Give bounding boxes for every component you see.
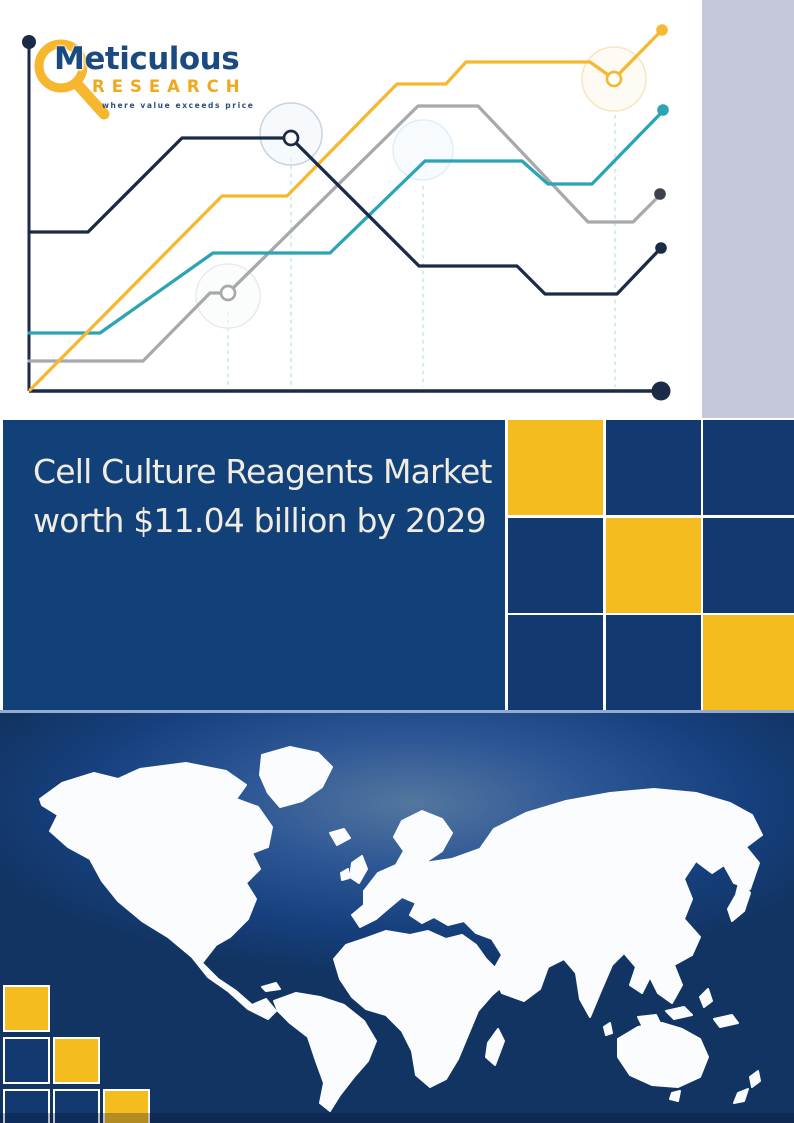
island-sri-lanka xyxy=(603,1022,613,1036)
stair-cell-navy xyxy=(3,1037,50,1084)
checker-cell-navy xyxy=(703,517,794,613)
lavender-accent-block xyxy=(702,0,794,418)
island-sumatra-java xyxy=(637,1014,661,1026)
title-line-1: Cell Culture Reagents Market xyxy=(33,452,492,491)
page-title: Cell Culture Reagents Market worth $11.0… xyxy=(33,447,492,545)
island-madagascar xyxy=(485,1028,505,1066)
x-axis-end-dot xyxy=(651,381,671,401)
checker-cell-navy xyxy=(508,517,603,613)
checker-cell-navy xyxy=(605,615,701,710)
continent-south-america xyxy=(273,992,377,1112)
island-cuba xyxy=(261,982,281,992)
island-philippines xyxy=(699,988,713,1008)
chart-line-navy xyxy=(27,136,663,296)
checker-cell-navy xyxy=(605,420,701,515)
continent-north-america xyxy=(39,762,277,1020)
continent-africa xyxy=(333,930,509,1088)
brand-name: Meticulous xyxy=(54,41,240,77)
checker-cell-gold xyxy=(703,615,794,710)
y-axis-origin-dot xyxy=(22,35,36,49)
stair-cell-navy xyxy=(3,1089,50,1123)
title-line-2: worth $11.04 billion by 2029 xyxy=(33,501,487,540)
magnifier-icon xyxy=(34,39,110,120)
stair-cell-gold xyxy=(103,1089,150,1123)
checker-cell-navy xyxy=(703,420,794,515)
end-dot-gold xyxy=(656,24,668,36)
checker-cell-gold xyxy=(508,420,603,515)
island-new-guinea xyxy=(713,1014,739,1028)
brand-subtitle: RESEARCH xyxy=(92,77,247,96)
checker-cell-gold xyxy=(605,517,701,613)
stair-cell-gold xyxy=(53,1037,100,1084)
island-new-zealand-north xyxy=(749,1070,761,1088)
brand-logo: Meticulous RESEARCH where value exceeds … xyxy=(34,24,264,120)
stair-cell-navy xyxy=(53,1089,100,1123)
marker-halo-teal xyxy=(392,119,454,181)
footer-strip xyxy=(0,1113,794,1123)
hero-panel: Cell Culture Reagents Market worth $11.0… xyxy=(3,420,505,710)
chart-line-teal xyxy=(27,109,665,335)
chart-line-gold xyxy=(28,28,664,392)
chart-line-gray xyxy=(27,104,662,363)
end-dot-teal xyxy=(657,104,669,116)
stair-cell-gold xyxy=(3,985,50,1032)
ring-marker-navy xyxy=(282,129,300,147)
end-dot-navy xyxy=(655,242,667,254)
ring-marker-gray xyxy=(219,284,237,302)
island-borneo xyxy=(665,1006,693,1020)
island-new-zealand-south xyxy=(733,1088,749,1104)
section-divider xyxy=(0,710,794,713)
island-japan xyxy=(727,878,751,922)
decorative-line-chart xyxy=(22,24,671,401)
island-britain xyxy=(349,855,368,884)
world-map xyxy=(39,746,763,1112)
island-ireland xyxy=(340,868,350,881)
island-tasmania xyxy=(669,1090,681,1102)
map-section xyxy=(0,713,794,1123)
end-dot-gray xyxy=(654,188,666,200)
brand-tagline: where value exceeds price xyxy=(102,101,255,110)
island-greenland xyxy=(259,746,333,808)
continent-australia xyxy=(617,1022,709,1088)
ring-marker-gold xyxy=(605,70,623,88)
checker-cell-navy xyxy=(508,615,603,710)
island-iceland xyxy=(329,828,351,846)
continent-eurasia xyxy=(351,788,763,1018)
